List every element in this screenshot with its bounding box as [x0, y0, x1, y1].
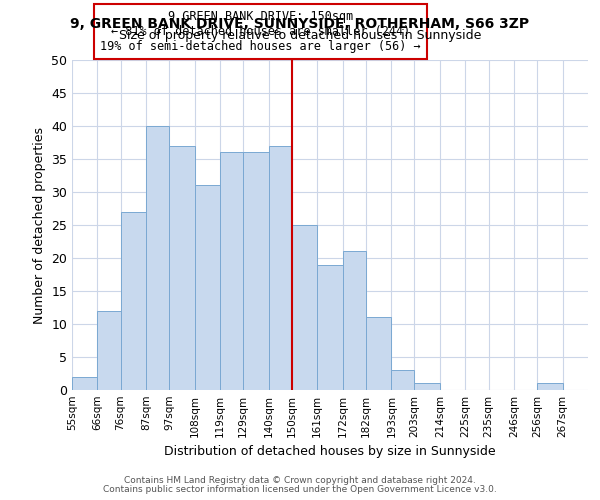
Bar	[97, 311, 121, 390]
Bar	[121, 212, 146, 390]
Bar	[243, 152, 269, 390]
Bar	[391, 370, 415, 390]
Bar	[292, 225, 317, 390]
Bar	[415, 384, 440, 390]
Bar	[169, 146, 194, 390]
Bar	[317, 264, 343, 390]
Bar	[72, 377, 97, 390]
X-axis label: Distribution of detached houses by size in Sunnyside: Distribution of detached houses by size …	[164, 446, 496, 458]
Bar	[343, 252, 366, 390]
Text: Contains public sector information licensed under the Open Government Licence v3: Contains public sector information licen…	[103, 485, 497, 494]
Bar	[146, 126, 169, 390]
Y-axis label: Number of detached properties: Number of detached properties	[32, 126, 46, 324]
Text: 9, GREEN BANK DRIVE, SUNNYSIDE, ROTHERHAM, S66 3ZP: 9, GREEN BANK DRIVE, SUNNYSIDE, ROTHERHA…	[70, 18, 530, 32]
Bar	[269, 146, 292, 390]
Bar	[220, 152, 243, 390]
Text: Contains HM Land Registry data © Crown copyright and database right 2024.: Contains HM Land Registry data © Crown c…	[124, 476, 476, 485]
Bar	[537, 384, 563, 390]
Text: 9 GREEN BANK DRIVE: 150sqm
← 81% of detached houses are smaller (244)
19% of sem: 9 GREEN BANK DRIVE: 150sqm ← 81% of deta…	[100, 10, 421, 54]
Bar	[194, 186, 220, 390]
Text: Size of property relative to detached houses in Sunnyside: Size of property relative to detached ho…	[119, 29, 481, 42]
Bar	[366, 318, 391, 390]
